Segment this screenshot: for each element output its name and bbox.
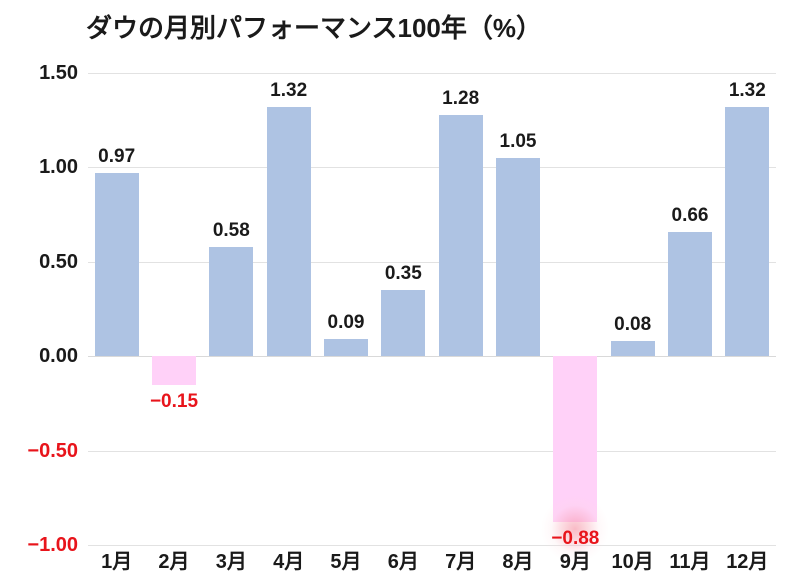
- y-axis-tick-label: 0.50: [39, 250, 78, 273]
- bar-value-label-8月: 1.05: [499, 130, 537, 152]
- gridline-1.00: [88, 167, 776, 169]
- bar-3月[interactable]: [209, 246, 254, 357]
- x-axis-tick-label-4月: 4月: [273, 551, 305, 573]
- gridline-neg1.00: [88, 545, 776, 546]
- bar-value-label-5月: 0.09: [327, 312, 365, 334]
- bar-value-label-12月: 1.32: [728, 79, 766, 101]
- x-axis-tick-label-12月: 12月: [726, 551, 769, 573]
- bar-12月[interactable]: [725, 106, 770, 357]
- y-axis-tick-label: 0.00: [39, 345, 78, 368]
- bar-value-label-11月: 0.66: [671, 204, 709, 226]
- x-axis-tick-label-9月: 9月: [559, 551, 591, 573]
- y-axis-tick-label: −0.50: [27, 439, 78, 462]
- y-axis-tick-label: 1.50: [39, 62, 78, 84]
- bar-value-label-4月: 1.32: [270, 79, 308, 101]
- x-axis-tick-label-8月: 8月: [502, 551, 534, 573]
- bar-9月[interactable]: [553, 356, 598, 523]
- bar-value-label-2月: −0.15: [149, 390, 199, 412]
- bar-value-label-6月: 0.35: [384, 263, 422, 285]
- x-axis-tick-label-11月: 11月: [669, 551, 711, 573]
- y-axis-tick-label: 1.00: [39, 156, 78, 179]
- bar-1月[interactable]: [94, 173, 139, 357]
- page-title: ダウの月別パフォーマンス100年（%）: [86, 13, 542, 43]
- bar-value-label-9月: −0.88: [551, 528, 600, 550]
- bar-value-label-10月: 0.08: [614, 314, 652, 336]
- x-axis-tick-label-3月: 3月: [215, 551, 247, 573]
- bar-10月[interactable]: [610, 341, 655, 357]
- bar-4月[interactable]: [266, 106, 311, 357]
- bar-value-label-1月: 0.97: [98, 146, 136, 168]
- bar-value-label-7月: 1.28: [442, 87, 480, 109]
- bar-2月[interactable]: [152, 356, 196, 385]
- gridline-0.50: [88, 261, 776, 263]
- bar-value-label-3月: 0.58: [212, 219, 250, 241]
- bar-7月[interactable]: [438, 114, 483, 357]
- bar-5月[interactable]: [324, 339, 368, 357]
- x-axis-tick-label-5月: 5月: [330, 551, 362, 573]
- x-axis-tick-label-6月: 6月: [387, 551, 419, 573]
- x-axis-tick-label-2月: 2月: [158, 551, 190, 573]
- bar-8月[interactable]: [496, 157, 540, 357]
- x-axis-tick-label-10月: 10月: [611, 551, 654, 573]
- bar-6月[interactable]: [381, 290, 426, 357]
- x-axis-tick-label-7月: 7月: [445, 551, 477, 573]
- y-axis-tick-label: −1.00: [27, 534, 78, 556]
- x-axis-tick-label-1月: 1月: [101, 551, 133, 573]
- gridline-neg0.50: [88, 450, 776, 452]
- gridline-1.50: [88, 73, 776, 74]
- gridline-0.00: [88, 356, 776, 358]
- bar-11月[interactable]: [668, 231, 712, 357]
